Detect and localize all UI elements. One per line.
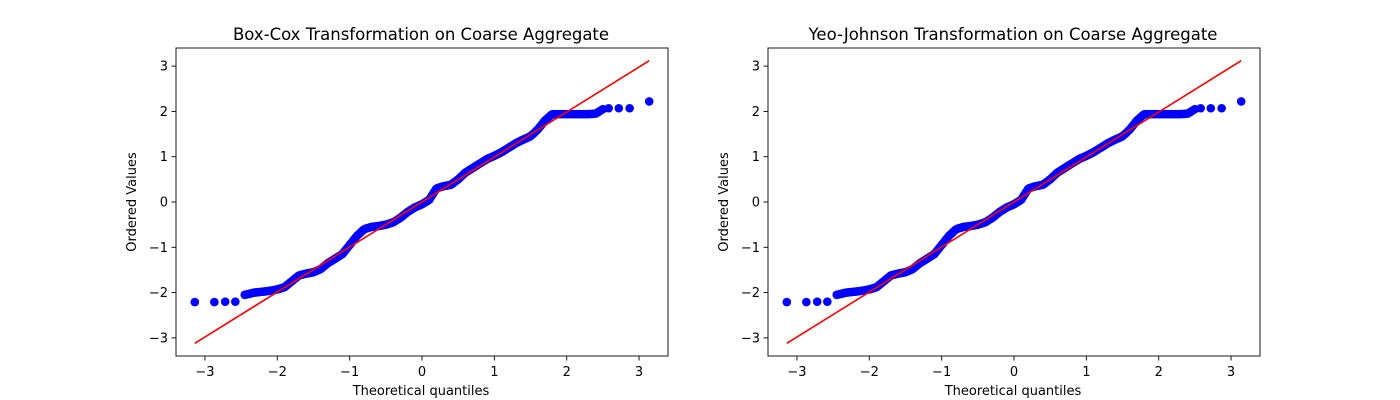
yeojohnson-x-tick-label: −2: [860, 365, 879, 380]
boxcox-x-tick-label: 3: [635, 365, 643, 380]
yeojohnson-y-tick-label: 1: [752, 150, 760, 165]
boxcox-x-tick-label: −2: [268, 365, 287, 380]
boxcox-data-point: [625, 103, 634, 113]
yeojohnson-data-point: [1190, 104, 1200, 114]
yeojohnson-plot-title: Yeo-Johnson Transformation on Coarse Agg…: [808, 25, 1218, 44]
yeojohnson-data-point: [1217, 103, 1226, 113]
yeojohnson-y-tick-label: −3: [741, 331, 760, 346]
yeojohnson-data-point: [812, 297, 822, 306]
boxcox-y-tick-label: −3: [149, 331, 168, 346]
yeojohnson-data-points: [782, 97, 1246, 307]
boxcox-x-tick-label: 0: [418, 365, 426, 380]
yeojohnson-x-tick-label: 0: [1010, 365, 1018, 380]
boxcox-data-point: [190, 297, 200, 307]
yeojohnson-x-tick-label: 2: [1155, 365, 1163, 380]
boxcox-x-tick-label: −3: [195, 365, 214, 380]
boxcox-data-point: [644, 97, 654, 106]
yeojohnson-y-tick-label: 0: [752, 196, 760, 211]
yeojohnson-x-tick-label: −1: [932, 365, 951, 380]
yeojohnson-data-point: [782, 297, 792, 307]
boxcox-y-tick-label: 0: [160, 196, 168, 211]
boxcox-qq-plot: Box-Cox Transformation on Coarse Aggrega…: [125, 25, 669, 399]
yeojohnson-y-tick-label: 2: [752, 105, 760, 120]
boxcox-y-tick-label: −1: [149, 241, 168, 256]
yeojohnson-y-tick-label: −1: [741, 241, 760, 256]
boxcox-x-tick-label: 2: [563, 365, 571, 380]
yeojohnson-data-point: [1206, 103, 1216, 113]
yeojohnson-data-point: [823, 297, 832, 306]
yeojohnson-data-point: [1236, 97, 1246, 106]
boxcox-reference-line: [194, 60, 650, 344]
boxcox-data-point: [210, 297, 219, 307]
boxcox-y-axis-label: Ordered Values: [125, 152, 140, 252]
yeojohnson-data-point: [802, 297, 811, 307]
yeojohnson-y-tick-label: −2: [741, 286, 760, 301]
boxcox-x-axis-label: Theoretical quantiles: [352, 384, 490, 399]
yeojohnson-x-tick-label: 1: [1082, 365, 1090, 380]
yeojohnson-x-axis-label: Theoretical quantiles: [944, 384, 1082, 399]
yeojohnson-qq-plot: Yeo-Johnson Transformation on Coarse Agg…: [717, 25, 1261, 399]
boxcox-y-tick-label: 3: [160, 60, 168, 75]
boxcox-y-tick-label: 2: [160, 105, 168, 120]
yeojohnson-x-tick-label: −3: [787, 365, 806, 380]
yeojohnson-reference-line: [786, 60, 1242, 344]
boxcox-x-tick-label: 1: [490, 365, 498, 380]
yeojohnson-y-tick-label: 3: [752, 60, 760, 75]
yeojohnson-x-tick-label: 3: [1227, 365, 1235, 380]
boxcox-data-point: [598, 104, 608, 114]
boxcox-x-tick-label: −1: [340, 365, 359, 380]
boxcox-data-point: [220, 297, 230, 306]
yeojohnson-y-axis-label: Ordered Values: [717, 152, 732, 252]
boxcox-y-tick-label: −2: [149, 286, 168, 301]
boxcox-plot-title: Box-Cox Transformation on Coarse Aggrega…: [233, 25, 609, 44]
boxcox-data-point: [614, 103, 624, 113]
boxcox-data-point: [231, 297, 240, 306]
boxcox-y-tick-label: 1: [160, 150, 168, 165]
